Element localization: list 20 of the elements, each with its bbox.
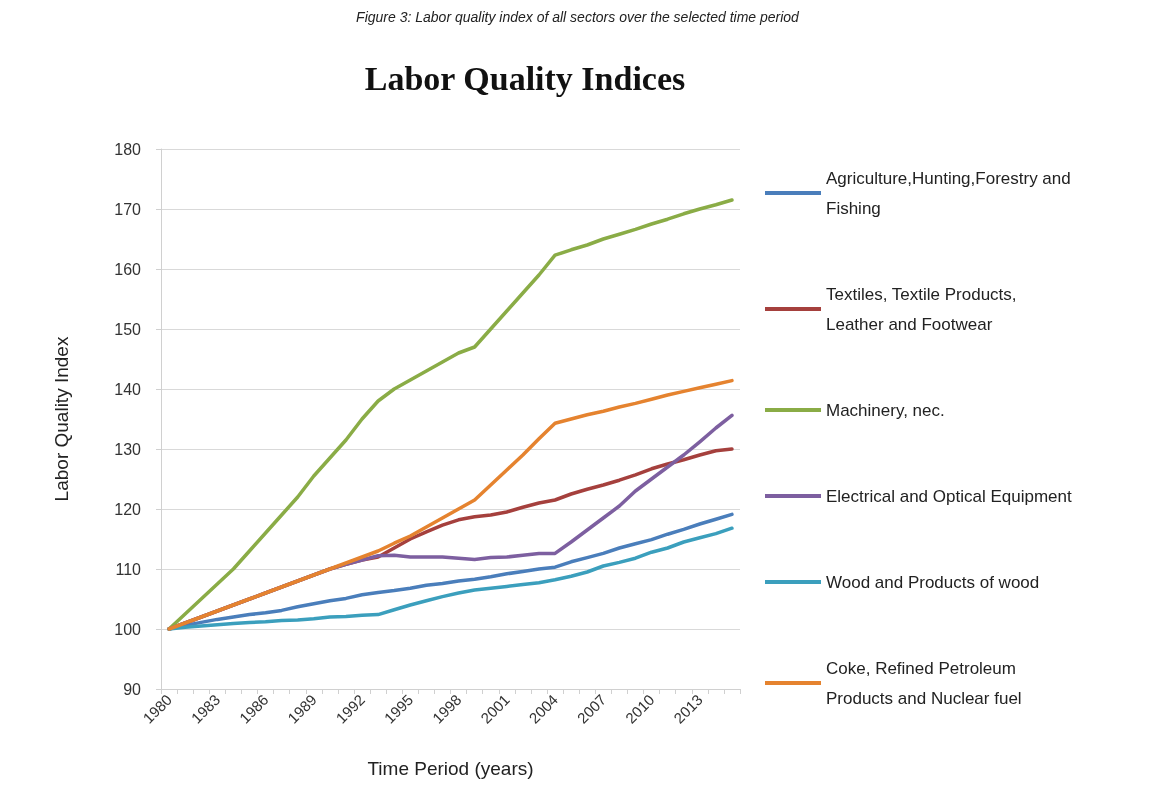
y-tick-label: 180 xyxy=(114,140,142,158)
x-axis-title: Time Period (years) xyxy=(367,758,534,779)
y-tick-label: 120 xyxy=(114,500,142,518)
legend-label: Electrical and Optical Equipment xyxy=(826,486,1072,506)
y-tick-label: 130 xyxy=(114,440,142,458)
y-tick-label: 110 xyxy=(115,560,142,578)
caption: Figure 3: Labor quality index of all sectors over the selected time period xyxy=(356,9,801,25)
y-tick-label: 170 xyxy=(114,200,142,218)
y-tick-label: 150 xyxy=(114,320,142,338)
y-tick-label: 90 xyxy=(123,680,142,698)
y-tick-label: 160 xyxy=(114,260,142,278)
y-tick-label: 140 xyxy=(114,380,142,398)
legend-label: Machinery, nec. xyxy=(826,400,945,420)
legend-label: Textiles, Textile Products, Leather and Footwear xyxy=(826,284,1022,334)
y-tick-label: 100 xyxy=(114,620,142,638)
legend-label: Coke, Refined Petroleum Products and Nuclear fuel xyxy=(826,658,1022,708)
legend-label: Agriculture,Hunting,Forestry and Fishing xyxy=(826,168,1076,218)
chart-title: Labor Quality Indices xyxy=(364,59,686,97)
y-axis-title: Labor Quality Index xyxy=(51,336,72,502)
legend-label: Wood and Products of wood xyxy=(826,572,1040,592)
